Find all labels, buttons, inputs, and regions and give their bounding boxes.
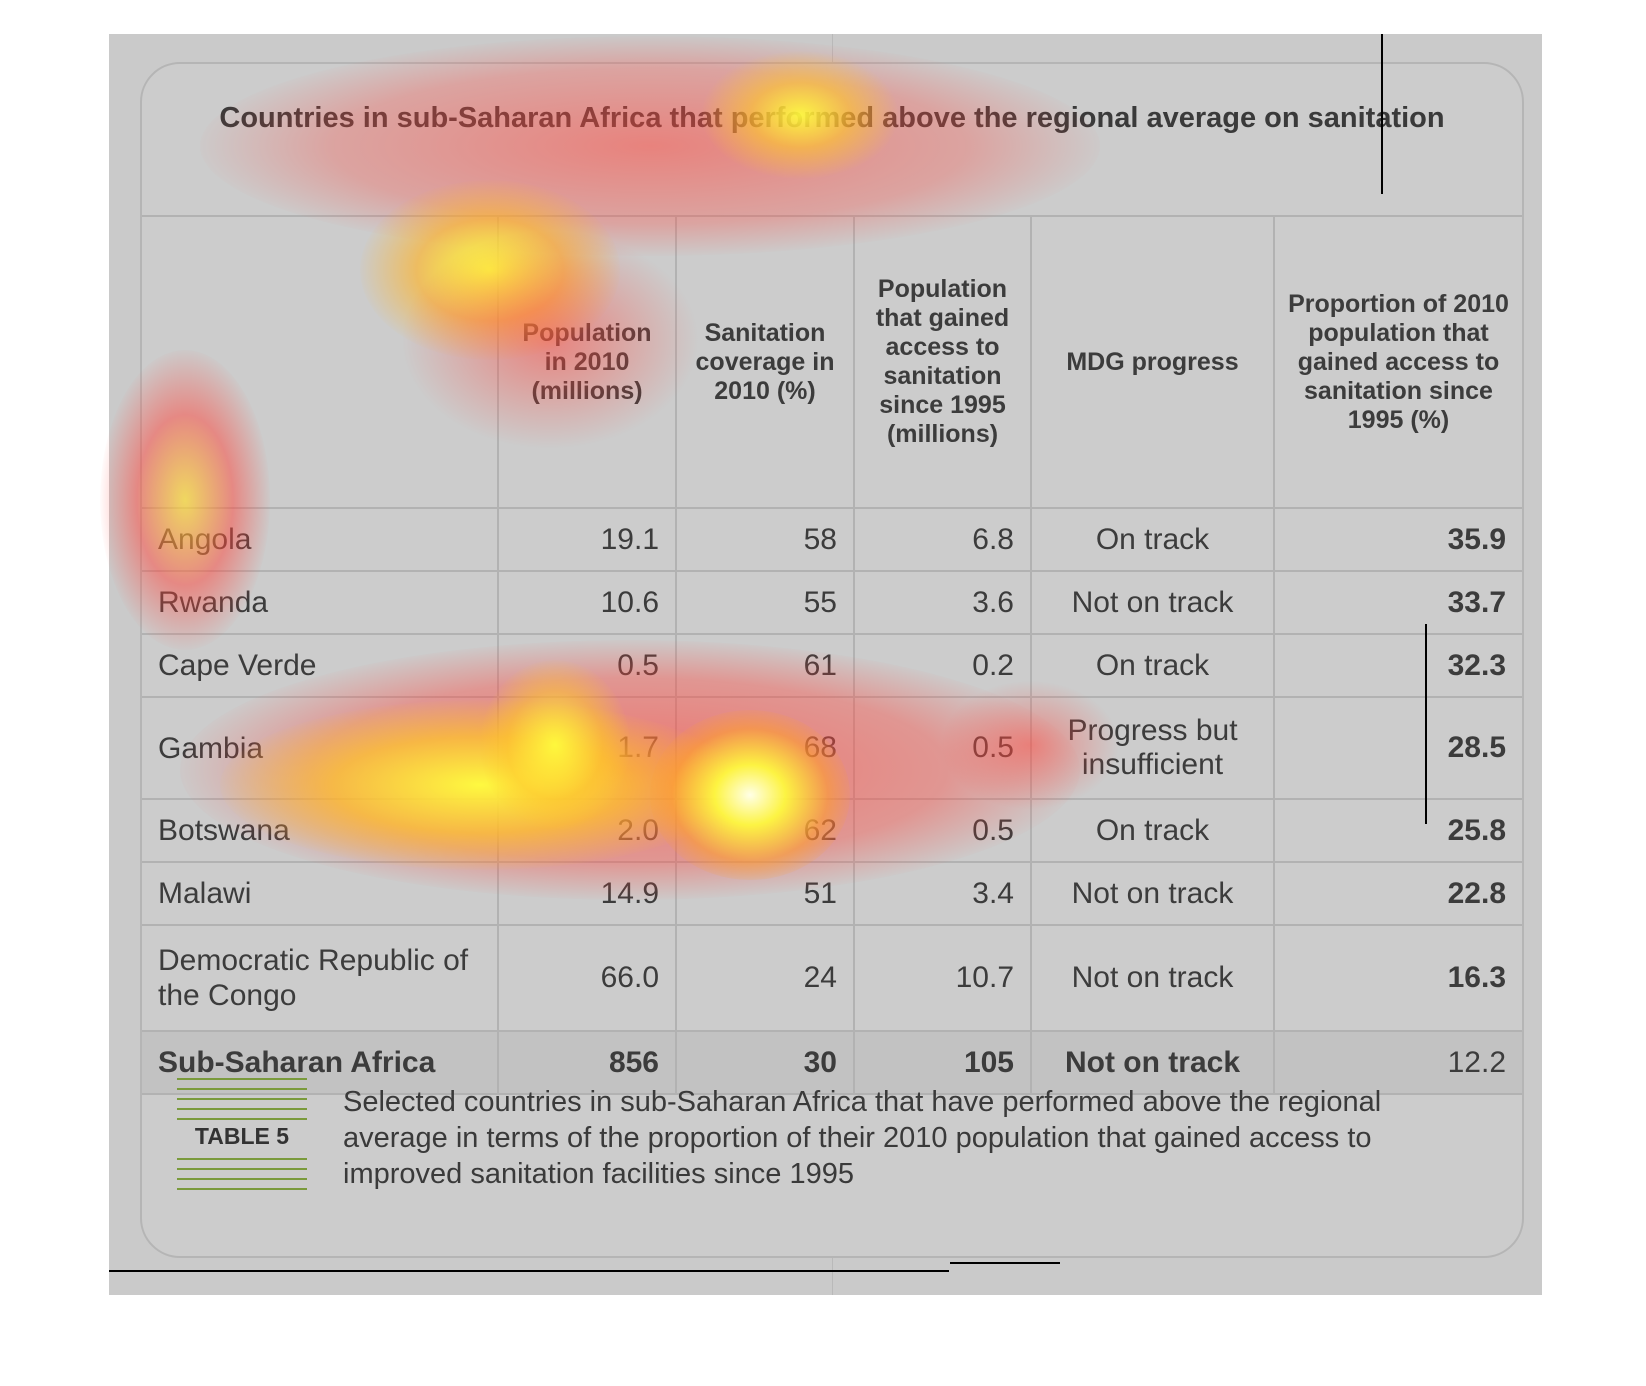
mdg-cell: Not on track: [1030, 924, 1275, 1032]
header-gained: Population that gained access to sanitat…: [853, 215, 1032, 509]
label-rule: [177, 1168, 307, 1170]
population-cell: 66.0: [497, 924, 677, 1032]
proportion-cell: 32.3: [1273, 633, 1522, 698]
population-cell: 856: [497, 1030, 677, 1095]
mdg-cell: Not on track: [1030, 570, 1275, 635]
header-proportion: Proportion of 2010 population that gaine…: [1273, 215, 1522, 509]
table-title: Countries in sub-Saharan Africa that per…: [219, 102, 1445, 134]
table-label-text: TABLE 5: [177, 1122, 307, 1150]
header-coverage: Sanitation coverage in 2010 (%): [675, 215, 855, 509]
population-cell: 10.6: [497, 570, 677, 635]
coverage-cell: 68: [675, 696, 855, 800]
coverage-cell: 62: [675, 798, 855, 863]
scan-mark: [1425, 624, 1427, 824]
label-rule: [177, 1118, 307, 1120]
label-rule: [177, 1108, 307, 1110]
mdg-cell: Not on track: [1030, 1030, 1275, 1095]
header-mdg: MDG progress: [1030, 215, 1275, 509]
country-cell: Malawi: [142, 861, 499, 926]
mdg-cell: On track: [1030, 633, 1275, 698]
mdg-cell: Not on track: [1030, 861, 1275, 926]
table-row: Gambia 1.7 68 0.5 Progress but insuffici…: [142, 696, 1522, 800]
gained-cell: 105: [853, 1030, 1032, 1095]
country-cell: Sub-Saharan Africa: [142, 1030, 499, 1095]
coverage-cell: 24: [675, 924, 855, 1032]
header-row: Population in 2010 (millions) Sanitation…: [142, 215, 1522, 509]
country-cell: Democratic Republic of the Congo: [142, 924, 499, 1032]
gained-cell: 3.6: [853, 570, 1032, 635]
proportion-cell: 33.7: [1273, 570, 1522, 635]
scan-mark: [109, 1270, 949, 1272]
mdg-cell: On track: [1030, 507, 1275, 572]
scan-mark: [950, 1262, 1060, 1264]
table-card: Countries in sub-Saharan Africa that per…: [140, 62, 1524, 1258]
population-cell: 2.0: [497, 798, 677, 863]
gained-cell: 10.7: [853, 924, 1032, 1032]
label-rule: [177, 1178, 307, 1180]
proportion-cell: 35.9: [1273, 507, 1522, 572]
gained-cell: 0.2: [853, 633, 1032, 698]
table-row: Rwanda 10.6 55 3.6 Not on track 33.7: [142, 570, 1522, 635]
scan-mark: [1381, 34, 1383, 194]
document-page: Countries in sub-Saharan Africa that per…: [109, 34, 1542, 1295]
proportion-cell: 28.5: [1273, 696, 1522, 800]
population-cell: 0.5: [497, 633, 677, 698]
gained-cell: 0.5: [853, 696, 1032, 800]
label-rule: [177, 1078, 307, 1080]
mdg-cell: Progress but insufficient: [1030, 696, 1275, 800]
coverage-cell: 58: [675, 507, 855, 572]
header-population: Population in 2010 (millions): [497, 215, 677, 509]
gained-cell: 0.5: [853, 798, 1032, 863]
gained-cell: 6.8: [853, 507, 1032, 572]
country-cell: Gambia: [142, 696, 499, 800]
table-caption: Selected countries in sub-Saharan Africa…: [343, 1086, 1382, 1190]
country-cell: Cape Verde: [142, 633, 499, 698]
label-rule: [177, 1188, 307, 1190]
proportion-cell: 22.8: [1273, 861, 1522, 926]
table-label: TABLE 5: [177, 1078, 307, 1196]
total-row: Sub-Saharan Africa 856 30 105 Not on tra…: [142, 1030, 1522, 1095]
table-row: Angola 19.1 58 6.8 On track 35.9: [142, 507, 1522, 572]
label-rule: [177, 1098, 307, 1100]
table-row: Malawi 14.9 51 3.4 Not on track 22.8: [142, 861, 1522, 926]
table-row: Botswana 2.0 62 0.5 On track 25.8: [142, 798, 1522, 863]
country-cell: Angola: [142, 507, 499, 572]
header-country: [142, 215, 499, 509]
label-rule: [177, 1158, 307, 1160]
population-cell: 1.7: [497, 696, 677, 800]
population-cell: 19.1: [497, 507, 677, 572]
table-row: Cape Verde 0.5 61 0.2 On track 32.3: [142, 633, 1522, 698]
mdg-cell: On track: [1030, 798, 1275, 863]
table-row: Democratic Republic of the Congo 66.0 24…: [142, 924, 1522, 1032]
proportion-cell: 16.3: [1273, 924, 1522, 1032]
coverage-cell: 55: [675, 570, 855, 635]
sanitation-table: Population in 2010 (millions) Sanitation…: [142, 215, 1522, 1095]
coverage-cell: 61: [675, 633, 855, 698]
caption-block: TABLE 5 Selected countries in sub-Sahara…: [177, 1078, 1497, 1208]
proportion-cell: 12.2: [1273, 1030, 1522, 1095]
proportion-cell: 25.8: [1273, 798, 1522, 863]
country-cell: Rwanda: [142, 570, 499, 635]
coverage-cell: 51: [675, 861, 855, 926]
coverage-cell: 30: [675, 1030, 855, 1095]
country-cell: Botswana: [142, 798, 499, 863]
label-rule: [177, 1088, 307, 1090]
population-cell: 14.9: [497, 861, 677, 926]
gained-cell: 3.4: [853, 861, 1032, 926]
